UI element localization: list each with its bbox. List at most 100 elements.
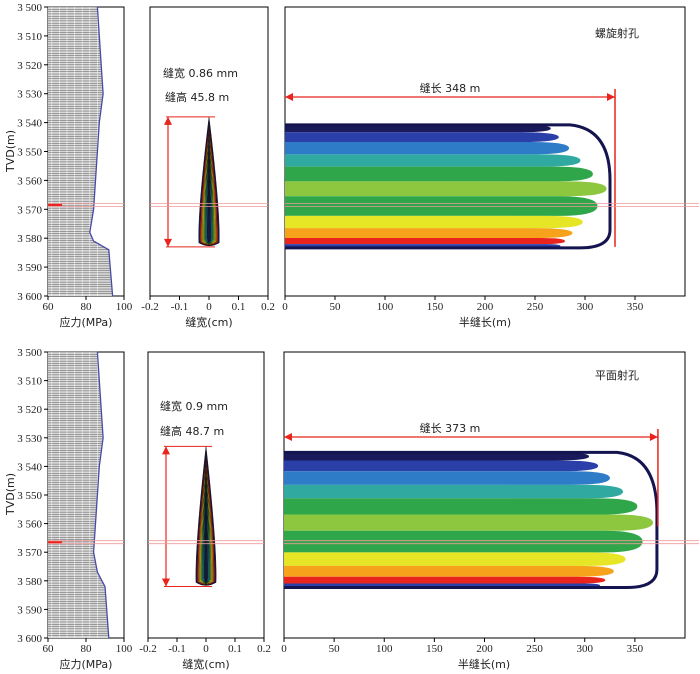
depth-tick-label: 3 560: [17, 175, 42, 187]
heat-band: [285, 142, 570, 155]
heat-band: [284, 514, 654, 531]
stress-axis: 60 80 100: [43, 638, 133, 655]
stress-axis: 60 80 100: [43, 296, 133, 313]
depth-tick-label: 3 570: [17, 547, 42, 559]
depth-tick-label: 3 580: [17, 576, 42, 588]
stress-axis-label: 应力(MPa): [60, 315, 113, 329]
length-arrow-head: [285, 93, 293, 101]
length-tick-label: 150: [426, 643, 443, 655]
depth-tick-label: 3 500: [17, 347, 42, 359]
heat-outline: [284, 450, 659, 590]
width-annotation: 缝宽 0.9 mm: [160, 399, 228, 413]
length-tick-label: 50: [329, 643, 341, 655]
length-axis-label: 半缝长(m): [458, 657, 510, 671]
length-tick-label: 350: [627, 643, 644, 655]
perforation-label: 平面射孔: [595, 368, 639, 382]
height-annotation: 缝高 45.8 m: [165, 90, 229, 104]
stress-tick-label: 80: [81, 301, 93, 313]
length-tick-label: 100: [377, 301, 394, 313]
width-tick-label: -0.2: [141, 301, 158, 313]
length-axis-label: 半缝长(m): [459, 315, 511, 329]
stress-profile: [48, 6, 114, 297]
depth-tick-label: 3 590: [17, 262, 42, 274]
depth-tick-label: 3 580: [17, 233, 42, 245]
heat-band: [284, 460, 599, 472]
width-tick-label: 0.1: [228, 643, 242, 655]
depth-tick-label: 3 540: [17, 461, 42, 473]
width-tick-label: -0.1: [168, 643, 185, 655]
heat-band: [285, 196, 598, 216]
height-arrow-head: [162, 578, 170, 587]
length-tick-label: 0: [281, 643, 287, 655]
depth-axis-label: TVD(m): [4, 473, 17, 516]
fracture-width-profile: [162, 445, 217, 588]
width-annotation: 缝宽 0.86 mm: [163, 66, 238, 80]
length-tick-label: 350: [627, 301, 644, 313]
fracture-length-heatmap: [285, 89, 616, 250]
heat-band: [284, 484, 623, 499]
stress-tick-label: 80: [81, 643, 93, 655]
stress-profile: [48, 351, 110, 639]
heat-band: [285, 215, 583, 229]
heat-outline: [285, 123, 612, 250]
length-arrow-head: [284, 433, 292, 441]
depth-tick-label: 3 550: [17, 147, 42, 159]
length-tick-label: 250: [526, 643, 543, 655]
fracture-length-heatmap: [284, 429, 659, 590]
stress-axis-label: 应力(MPa): [60, 657, 113, 671]
width-tick-label: 0: [206, 301, 212, 313]
depth-tick-label: 3 600: [17, 633, 42, 645]
length-axis: 0 50 100 150 200 250 300 350: [281, 638, 644, 655]
depth-axis: 3 500 3 510 3 520 3 530 3 540 3 550 3 560 3 570…: [17, 347, 48, 645]
depth-tick-label: 3 530: [17, 89, 42, 101]
length-tick-label: 300: [577, 643, 594, 655]
depth-axis: 3 500 3 510 3 520 3 530 3 540 3 550 3 560 3 570…: [17, 2, 48, 303]
heat-band: [284, 530, 643, 553]
stress-tick-label: 60: [43, 301, 55, 313]
bottom-panel: 3 500 3 510 3 520 3 530 3 540 3 550 3 560 3 570…: [4, 347, 699, 671]
heat-band: [284, 565, 614, 577]
width-tick-label: 0.2: [257, 643, 271, 655]
depth-axis-label: TVD(m): [4, 130, 17, 173]
depth-tick-label: 3 500: [17, 2, 42, 14]
depth-tick-label: 3 540: [17, 118, 42, 130]
width-axis-label: 缝宽(cm): [182, 657, 229, 671]
width-axis: -0.2 -0.1 0 0.1 0.2: [141, 296, 275, 313]
heat-band: [285, 228, 573, 239]
length-arrow-head: [649, 433, 658, 441]
height-arrow-head: [164, 238, 172, 247]
depth-tick-label: 3 550: [17, 490, 42, 502]
depth-tick-label: 3 590: [17, 604, 42, 616]
length-tick-label: 250: [527, 301, 544, 313]
heat-band: [284, 452, 590, 461]
depth-tick-label: 3 570: [17, 204, 42, 216]
stress-area: [48, 352, 109, 638]
length-annotation: 缝长 373 m: [420, 421, 481, 435]
heat-band: [284, 576, 606, 584]
width-tick-label: 0: [203, 643, 209, 655]
width-tick-label: 0.2: [261, 301, 275, 313]
length-tick-label: 100: [376, 643, 393, 655]
fracture-width-profile: [164, 116, 220, 248]
stress-line: [89, 6, 114, 297]
depth-tick-label: 3 520: [17, 404, 42, 416]
heat-band: [285, 124, 551, 133]
width-axis-label: 缝宽(cm): [185, 315, 232, 329]
length-tick-label: 150: [427, 301, 444, 313]
stress-area: [48, 7, 113, 296]
heat-band: [284, 498, 638, 515]
perforation-label: 螺旋射孔: [595, 26, 639, 40]
heat-band: [284, 552, 626, 566]
depth-tick-label: 3 530: [17, 433, 42, 445]
length-tick-label: 200: [476, 643, 493, 655]
stress-tick-label: 100: [116, 643, 133, 655]
width-tick-label: 0.1: [232, 301, 246, 313]
height-arrow-head: [162, 446, 170, 455]
length-tick-label: 200: [477, 301, 494, 313]
depth-tick-label: 3 510: [17, 376, 42, 388]
width-tick-label: -0.1: [171, 301, 188, 313]
stress-tick-label: 60: [43, 643, 55, 655]
length-annotation: 缝长 348 m: [420, 81, 481, 95]
height-annotation: 缝高 48.7 m: [160, 424, 224, 438]
depth-tick-label: 3 600: [17, 291, 42, 303]
